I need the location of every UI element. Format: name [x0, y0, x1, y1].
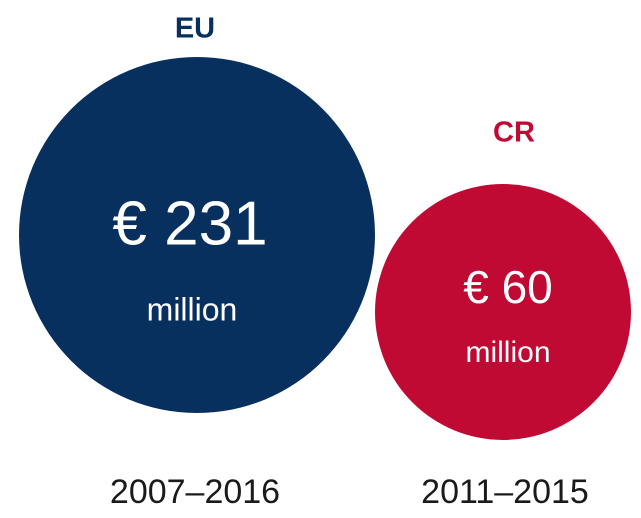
cr-period: 2011–2015 — [421, 473, 589, 511]
cr-unit: million — [465, 336, 550, 369]
eu-period: 2007–2016 — [110, 473, 280, 511]
cr-label: CR — [493, 117, 535, 149]
eu-circle — [19, 57, 375, 413]
cr-group: CR € 60 million 2011–2015 — [375, 117, 631, 511]
eu-unit: million — [147, 291, 238, 327]
eu-group: EU € 231 million 2007–2016 — [19, 13, 375, 511]
cr-circle — [375, 184, 631, 440]
cr-value: € 60 — [463, 261, 553, 313]
eu-value: € 231 — [112, 189, 267, 258]
eu-label: EU — [175, 13, 215, 45]
